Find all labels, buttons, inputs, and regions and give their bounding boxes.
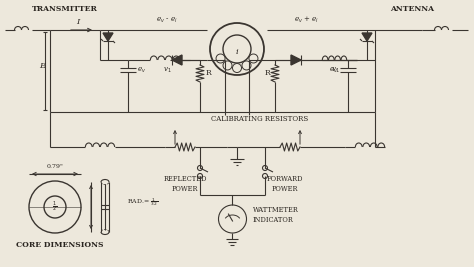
Text: CALIBRATING RESISTORS: CALIBRATING RESISTORS bbox=[211, 115, 309, 123]
Text: e$_{v}$ - e$_{i}$: e$_{v}$ - e$_{i}$ bbox=[156, 15, 178, 25]
Circle shape bbox=[216, 54, 225, 63]
Text: WATTMETER
INDICATOR: WATTMETER INDICATOR bbox=[253, 206, 298, 223]
Text: REFLECTED
POWER: REFLECTED POWER bbox=[163, 175, 207, 193]
Polygon shape bbox=[172, 55, 182, 65]
Text: 0.79": 0.79" bbox=[46, 164, 64, 170]
Circle shape bbox=[219, 205, 246, 233]
Circle shape bbox=[263, 174, 267, 179]
Circle shape bbox=[223, 61, 232, 70]
Circle shape bbox=[223, 35, 251, 63]
Polygon shape bbox=[291, 55, 301, 65]
Circle shape bbox=[198, 166, 202, 171]
Text: e$_{v}$: e$_{v}$ bbox=[137, 65, 146, 74]
Text: CORE DIMENSIONS: CORE DIMENSIONS bbox=[16, 241, 104, 249]
Circle shape bbox=[249, 54, 258, 63]
Circle shape bbox=[29, 181, 81, 233]
Text: I: I bbox=[76, 18, 80, 26]
Text: $\frac{1}{2}$: $\frac{1}{2}$ bbox=[53, 200, 57, 214]
Circle shape bbox=[198, 174, 202, 179]
Circle shape bbox=[242, 61, 251, 70]
Text: ANTENNA: ANTENNA bbox=[390, 5, 434, 13]
Text: e$_{v}$: e$_{v}$ bbox=[329, 65, 338, 74]
Polygon shape bbox=[103, 33, 113, 41]
Text: v$_{1}$: v$_{1}$ bbox=[331, 65, 339, 74]
Text: e$_{v}$ + e$_{i}$: e$_{v}$ + e$_{i}$ bbox=[294, 15, 319, 25]
Text: E: E bbox=[39, 62, 45, 70]
Text: i: i bbox=[236, 48, 238, 56]
Circle shape bbox=[263, 166, 267, 171]
Circle shape bbox=[233, 64, 241, 73]
Circle shape bbox=[44, 196, 66, 218]
Text: R: R bbox=[205, 69, 211, 77]
Text: R: R bbox=[264, 69, 270, 77]
Text: TRANSMITTER: TRANSMITTER bbox=[32, 5, 98, 13]
Text: RAD.= $\frac{1}{32}$: RAD.= $\frac{1}{32}$ bbox=[127, 196, 158, 208]
Text: v$_{1}$: v$_{1}$ bbox=[163, 65, 171, 74]
Text: FORWARD
POWER: FORWARD POWER bbox=[267, 175, 303, 193]
Polygon shape bbox=[362, 33, 372, 41]
